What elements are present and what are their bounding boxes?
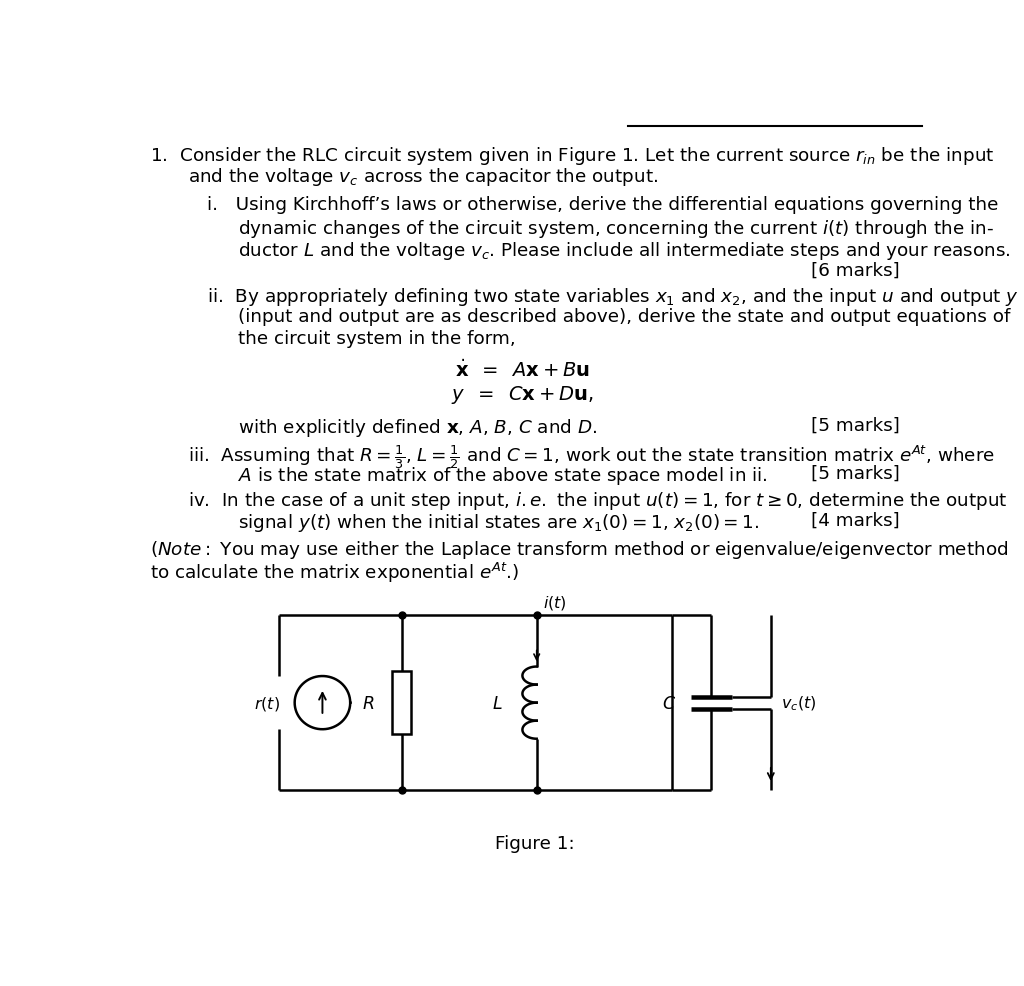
Text: iv.  In the case of a unit step input, $i.e.$ the input $u(t)=1$, for $t \geq 0$: iv. In the case of a unit step input, $i… (187, 490, 1008, 512)
Text: [6 marks]: [6 marks] (811, 261, 899, 279)
Text: Figure 1:: Figure 1: (496, 834, 575, 852)
Text: signal $y(t)$ when the initial states are $x_1(0)=1$, $x_2(0)=1$.: signal $y(t)$ when the initial states ar… (238, 512, 759, 533)
Text: i.   Using Kirchhoff’s laws or otherwise, derive the differential equations gove: i. Using Kirchhoff’s laws or otherwise, … (207, 196, 998, 214)
Text: [4 marks]: [4 marks] (811, 512, 899, 529)
Text: and the voltage $v_c$ across the capacitor the output.: and the voltage $v_c$ across the capacit… (187, 166, 657, 187)
Text: 1.  Consider the RLC circuit system given in Figure 1. Let the current source $r: 1. Consider the RLC circuit system given… (151, 145, 995, 167)
Text: ductor $L$ and the voltage $v_c$. Please include all intermediate steps and your: ductor $L$ and the voltage $v_c$. Please… (238, 240, 1011, 261)
Text: ($Note:$ You may use either the Laplace transform method or eigenvalue/eigenvect: ($Note:$ You may use either the Laplace … (151, 538, 1009, 560)
Text: $i(t)$: $i(t)$ (543, 594, 567, 611)
Text: ii.  By appropriately defining two state variables $x_1$ and $x_2$, and the inpu: ii. By appropriately defining two state … (207, 286, 1019, 308)
Text: $\dot{\mathbf{x}}\;\; = \;\; A\mathbf{x}+B\mathbf{u}$: $\dot{\mathbf{x}}\;\; = \;\; A\mathbf{x}… (455, 359, 590, 381)
Text: $r(t)$: $r(t)$ (254, 694, 281, 712)
Text: (input and output are as described above), derive the state and output equations: (input and output are as described above… (238, 308, 1010, 326)
Text: dynamic changes of the circuit system, concerning the current $i(t)$ through the: dynamic changes of the circuit system, c… (238, 218, 993, 240)
Text: the circuit system in the form,: the circuit system in the form, (238, 330, 515, 348)
Text: $R$: $R$ (362, 694, 375, 712)
Text: $A$ is the state matrix of the above state space model in ii.: $A$ is the state matrix of the above sta… (238, 464, 767, 486)
Text: [5 marks]: [5 marks] (811, 464, 899, 482)
Text: $L$: $L$ (492, 694, 503, 712)
Text: with explicitly defined $\mathbf{x}$, $A$, $B$, $C$ and $D$.: with explicitly defined $\mathbf{x}$, $A… (238, 417, 597, 439)
Text: $C$: $C$ (663, 694, 677, 712)
Text: $y\;\; = \;\; C\mathbf{x}+D\mathbf{u}$,: $y\;\; = \;\; C\mathbf{x}+D\mathbf{u}$, (452, 384, 594, 406)
Text: to calculate the matrix exponential $e^{At}$.): to calculate the matrix exponential $e^{… (151, 560, 519, 585)
Text: [5 marks]: [5 marks] (811, 417, 899, 435)
Bar (392, 671, 412, 734)
Text: $v_c(t)$: $v_c(t)$ (781, 694, 816, 712)
Text: iii.  Assuming that $R=\frac{1}{3}$, $L=\frac{1}{2}$ and $C=1$, work out the sta: iii. Assuming that $R=\frac{1}{3}$, $L=\… (187, 443, 994, 470)
